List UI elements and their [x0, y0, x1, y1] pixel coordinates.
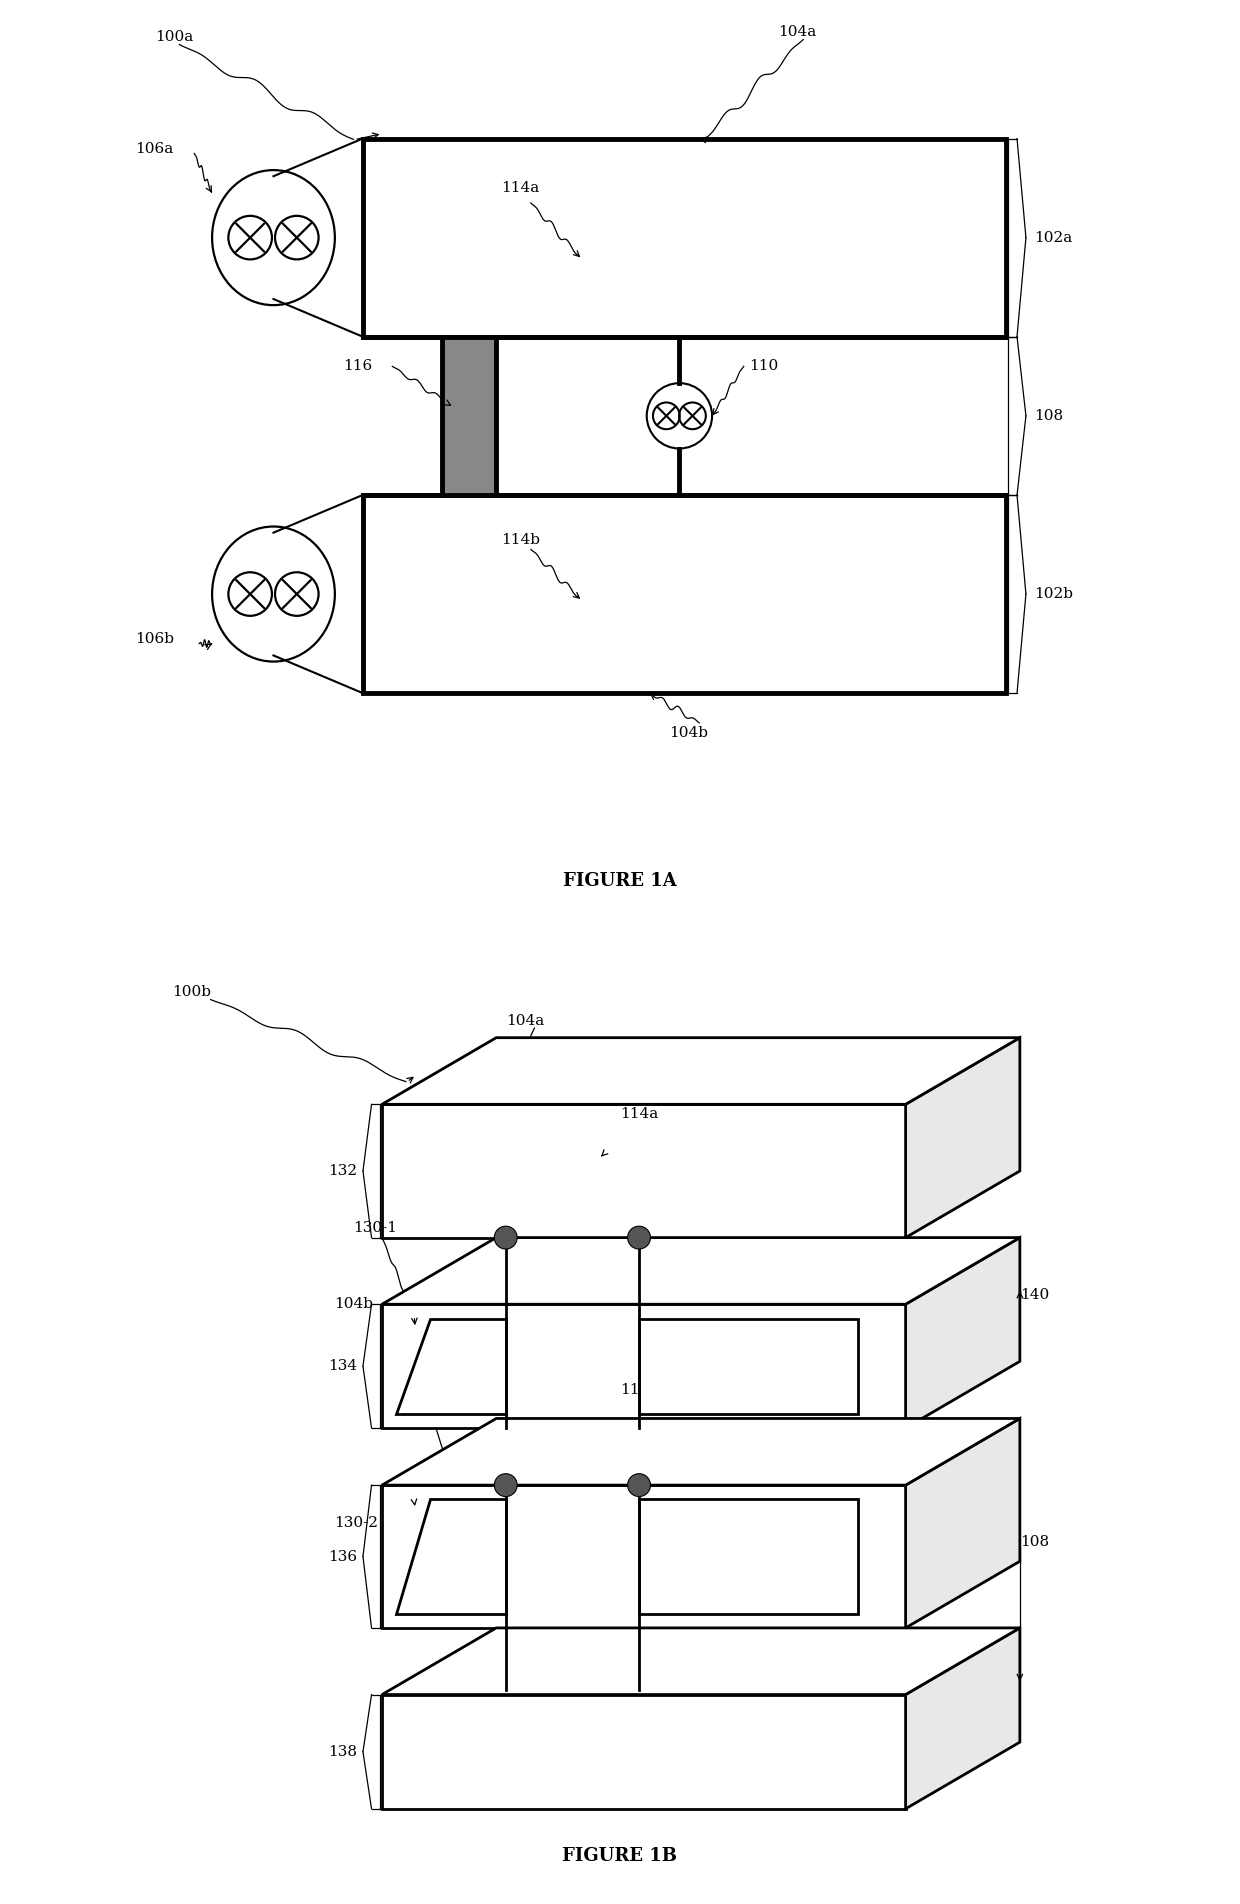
- Polygon shape: [639, 1500, 858, 1615]
- Bar: [362, 139, 1006, 337]
- Polygon shape: [382, 1238, 1019, 1304]
- Polygon shape: [905, 1418, 1019, 1628]
- Text: 100b: 100b: [172, 986, 212, 1000]
- Bar: [382, 1104, 905, 1238]
- Polygon shape: [397, 1318, 506, 1413]
- Text: 104b: 104b: [335, 1297, 373, 1312]
- Circle shape: [495, 1226, 517, 1249]
- Polygon shape: [639, 1318, 858, 1413]
- Circle shape: [627, 1474, 651, 1497]
- Polygon shape: [397, 1500, 506, 1615]
- Bar: [382, 1485, 905, 1628]
- Text: 110: 110: [749, 360, 777, 373]
- Text: 108: 108: [1019, 1535, 1049, 1550]
- Text: 130-1: 130-1: [353, 1220, 398, 1236]
- Text: 104b: 104b: [670, 725, 708, 739]
- Polygon shape: [382, 1418, 1019, 1485]
- Text: 102a: 102a: [1034, 230, 1073, 244]
- Polygon shape: [905, 1628, 1019, 1809]
- Text: 102b: 102b: [1034, 586, 1073, 602]
- Text: FIGURE 1A: FIGURE 1A: [563, 872, 677, 891]
- Bar: [362, 495, 1006, 693]
- Bar: [382, 1304, 905, 1428]
- Text: 138: 138: [329, 1744, 357, 1759]
- Circle shape: [627, 1226, 651, 1249]
- Circle shape: [495, 1474, 517, 1497]
- Text: 114a: 114a: [501, 181, 539, 194]
- Text: 116: 116: [342, 360, 372, 373]
- Text: 114b: 114b: [501, 533, 541, 546]
- Text: 104a: 104a: [506, 1013, 544, 1028]
- Text: 108: 108: [1034, 409, 1063, 423]
- Polygon shape: [905, 1238, 1019, 1428]
- Text: 106a: 106a: [135, 141, 174, 156]
- Text: 130-2: 130-2: [335, 1516, 378, 1531]
- Polygon shape: [905, 1038, 1019, 1238]
- Text: 136: 136: [329, 1550, 357, 1563]
- Text: 106b: 106b: [135, 632, 174, 645]
- Text: 114a: 114a: [620, 1106, 658, 1121]
- Text: FIGURE 1B: FIGURE 1B: [563, 1847, 677, 1866]
- Text: 140: 140: [1019, 1287, 1049, 1302]
- Polygon shape: [382, 1628, 1019, 1695]
- Bar: [441, 337, 496, 495]
- Polygon shape: [382, 1038, 1019, 1104]
- Bar: [382, 1695, 905, 1809]
- Text: 134: 134: [329, 1359, 357, 1373]
- Text: 132: 132: [329, 1163, 357, 1179]
- Text: 114b: 114b: [620, 1382, 658, 1398]
- Text: 100a: 100a: [155, 30, 193, 44]
- Text: 104a: 104a: [779, 25, 817, 38]
